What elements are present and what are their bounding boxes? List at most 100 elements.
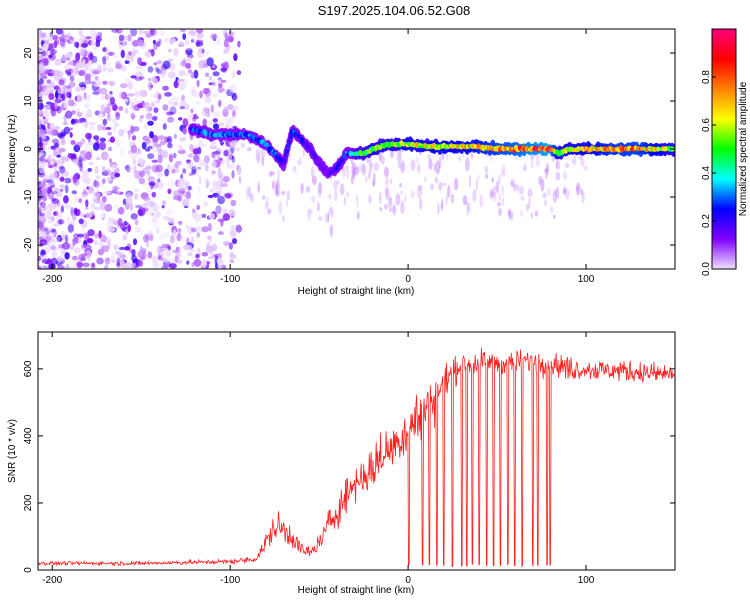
spectrogram-noise-blob bbox=[167, 245, 172, 251]
spectrogram-noise-blob bbox=[42, 132, 47, 140]
spectrogram-noise-blob bbox=[104, 93, 109, 100]
spectrogram-noise-blob bbox=[230, 199, 237, 207]
spectrogram-streak-blob bbox=[400, 190, 404, 196]
spectrogram-noise-blob bbox=[142, 101, 150, 109]
snr-y-axis-label: SNR (10 * v/v) bbox=[7, 419, 18, 483]
spectrogram-noise-blob bbox=[195, 225, 202, 234]
spectrogram-noise-blob bbox=[151, 159, 159, 163]
spectrogram-noise-blob bbox=[152, 134, 159, 144]
spectrogram-noise-blob bbox=[73, 144, 81, 153]
spectrogram-noise-blob bbox=[70, 259, 77, 266]
spectrogram-noise-blob bbox=[74, 41, 79, 48]
spectrogram-noise-blob bbox=[69, 132, 73, 138]
spectrogram-streak-blob bbox=[400, 160, 405, 174]
spectrogram-noise-blob bbox=[165, 243, 171, 249]
spectrogram-noise-blob bbox=[188, 172, 193, 176]
spectrogram-noise-blob bbox=[138, 76, 145, 80]
spectrogram-noise-blob bbox=[203, 178, 207, 182]
spectrogram-noise-blob bbox=[47, 220, 53, 224]
spectrogram-x-tick-label: -100 bbox=[220, 274, 240, 285]
spectrogram-noise-blob bbox=[118, 91, 126, 99]
spectrogram-noise-blob bbox=[120, 91, 127, 100]
spectrogram-streak-blob bbox=[400, 200, 405, 215]
spectrogram-streak-blob bbox=[419, 198, 423, 211]
spectrogram-noise-blob bbox=[84, 73, 92, 80]
spectrogram-noise-blob bbox=[82, 206, 87, 210]
spectrogram-noise-blob bbox=[111, 52, 120, 59]
spectrogram-streak-blob bbox=[410, 158, 416, 171]
spectrogram-noise-blob bbox=[135, 71, 144, 78]
spectrogram-noise-blob bbox=[178, 69, 186, 77]
spectrogram-noise-blob bbox=[196, 204, 200, 211]
spectrogram-y-axis-label: Frequency (Hz) bbox=[7, 115, 18, 184]
spectrogram-noise-blob bbox=[89, 262, 93, 266]
spectrogram-noise-blob bbox=[190, 108, 194, 114]
spectrogram-noise-blob bbox=[45, 246, 50, 254]
spectrogram-streak-blob bbox=[388, 206, 393, 213]
spectrogram-streak-blob bbox=[538, 175, 543, 186]
spectrogram-streak-blob bbox=[236, 164, 242, 176]
spectrogram-noise-blob bbox=[161, 243, 168, 249]
spectrogram-noise-blob bbox=[117, 206, 125, 215]
spectrogram-noise-blob bbox=[98, 110, 104, 115]
spectrogram-noise-blob bbox=[57, 265, 65, 269]
spectrogram-noise-blob bbox=[78, 29, 83, 37]
spectrogram-noise-blob bbox=[76, 261, 84, 268]
spectrogram-streak-blob bbox=[219, 182, 224, 188]
spectrogram-noise-blob bbox=[105, 222, 110, 226]
spectrogram-noise-blob bbox=[231, 116, 238, 120]
spectrogram-x-tick-label: -200 bbox=[42, 274, 62, 285]
spectrogram-noise-blob bbox=[125, 196, 133, 205]
spectrogram-noise-blob bbox=[157, 145, 162, 153]
spectrogram-noise-blob bbox=[44, 110, 49, 117]
spectrogram-noise-blob bbox=[38, 72, 41, 81]
spectrogram-streak-blob bbox=[418, 185, 423, 191]
spectrogram-noise-blob bbox=[225, 122, 230, 127]
spectrogram-streak-blob bbox=[434, 176, 439, 184]
spectrogram-streak-blob bbox=[297, 160, 300, 165]
spectrogram-noise-blob bbox=[134, 188, 140, 193]
spectrogram-streak-blob bbox=[470, 150, 474, 160]
spectrogram-noise-blob bbox=[95, 156, 101, 161]
spectrogram-noise-blob bbox=[162, 123, 167, 130]
spectrogram-noise-blob bbox=[67, 52, 72, 59]
spectrogram-noise-blob bbox=[202, 118, 207, 127]
spectrogram-noise-blob bbox=[64, 36, 70, 41]
spectrogram-noise-blob bbox=[101, 245, 110, 253]
spectrogram-streak-blob bbox=[246, 186, 249, 200]
spectrogram-noise-blob bbox=[192, 148, 199, 155]
spectrogram-noise-blob bbox=[127, 34, 132, 42]
spectrogram-noise-blob bbox=[111, 164, 118, 171]
spectrogram-noise-blob bbox=[152, 206, 158, 212]
spectrogram-noise-blob bbox=[102, 56, 107, 65]
spectrogram-noise-blob bbox=[104, 264, 109, 269]
spectrogram-noise-blob bbox=[48, 154, 53, 161]
spectrogram-streak-blob bbox=[555, 161, 558, 170]
spectrogram-noise-blob bbox=[56, 236, 61, 243]
spectrogram-streak-blob bbox=[519, 185, 524, 195]
spectrogram-noise-blob bbox=[185, 62, 192, 69]
spectrogram-noise-blob bbox=[123, 35, 128, 41]
spectrogram-noise-blob bbox=[129, 107, 136, 117]
spectrogram-noise-blob bbox=[209, 141, 216, 148]
spectrogram-noise-blob bbox=[50, 184, 56, 189]
spectrogram-streak-blob bbox=[492, 185, 497, 197]
spectrogram-noise-blob bbox=[48, 139, 52, 143]
spectrogram-noise-blob bbox=[102, 235, 107, 243]
spectrogram-noise-blob bbox=[104, 168, 112, 177]
spectrogram-streak-blob bbox=[540, 178, 545, 192]
spectrogram-noise-blob bbox=[48, 164, 54, 169]
spectrogram-noise-blob bbox=[179, 41, 184, 47]
spectrogram-streak-blob bbox=[264, 201, 269, 210]
spectrogram-noise-blob bbox=[190, 236, 195, 245]
spectrogram-streak-blob bbox=[373, 172, 376, 186]
spectrogram-noise-blob bbox=[41, 52, 47, 58]
spectrogram-noise-blob bbox=[210, 104, 214, 113]
spectrogram-streak-blob bbox=[495, 180, 500, 194]
spectrogram-streak-blob bbox=[523, 162, 527, 171]
spectrogram-noise-blob bbox=[80, 43, 88, 48]
spectrogram-noise-blob bbox=[74, 208, 81, 217]
spectrogram-streak-blob bbox=[257, 153, 261, 165]
spectrogram-noise-blob bbox=[114, 172, 121, 178]
spectrogram-noise-blob bbox=[180, 29, 186, 33]
